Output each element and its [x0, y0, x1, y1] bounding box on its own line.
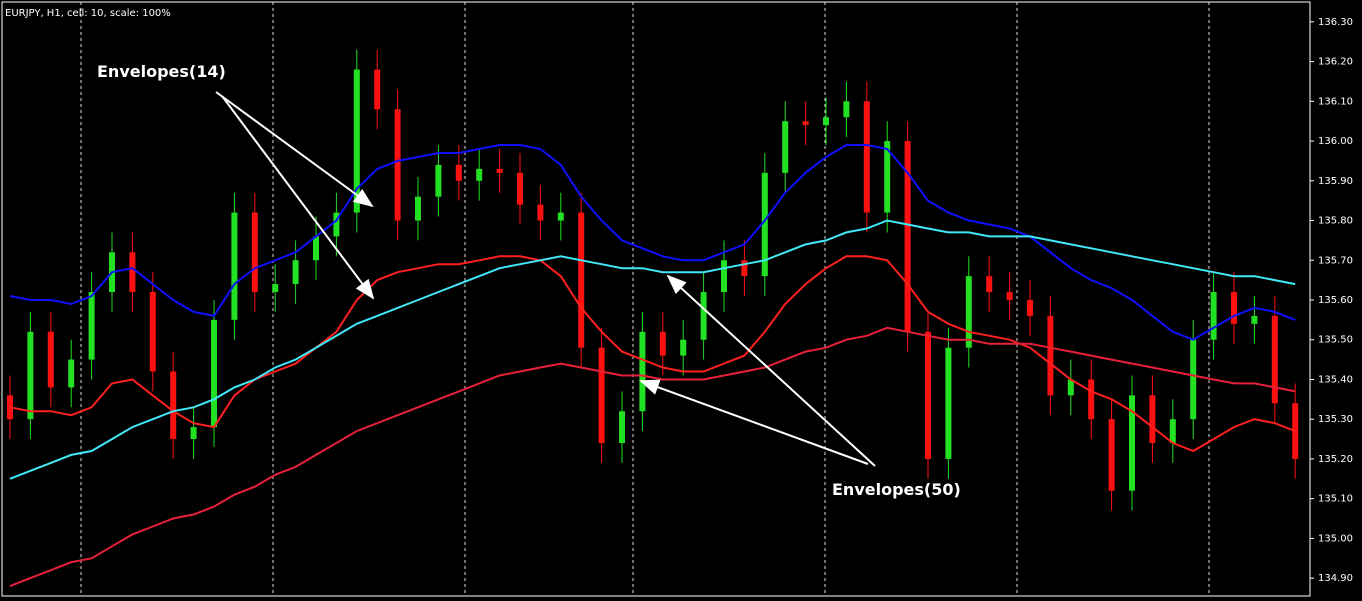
envelope-line — [9, 255, 1296, 453]
y-tick-label: 135.50 — [1318, 335, 1353, 346]
y-tick-label: 135.00 — [1318, 533, 1353, 544]
candle-body — [721, 260, 727, 293]
candle-body — [476, 168, 483, 181]
candle-body — [517, 172, 523, 205]
candle-body — [904, 141, 911, 332]
y-tick-label: 136.20 — [1318, 57, 1353, 68]
candle-body — [68, 359, 75, 388]
candle-body — [1149, 395, 1156, 444]
envelope-line — [9, 144, 1296, 341]
annotation-arrows — [215, 91, 876, 467]
candle-body — [455, 164, 462, 181]
candle-body — [1190, 339, 1197, 420]
candle-body — [578, 212, 585, 348]
y-tick-label: 135.40 — [1318, 374, 1353, 385]
candle-body — [1088, 379, 1095, 420]
candle-body — [1271, 315, 1278, 404]
candle-body — [884, 141, 891, 213]
candle-body — [843, 101, 850, 118]
y-tick-label: 135.80 — [1318, 216, 1353, 227]
candle-body — [88, 292, 95, 360]
candle-body — [741, 260, 748, 277]
y-tick-label: 135.90 — [1318, 176, 1353, 187]
candle-body — [129, 252, 136, 293]
candle-body — [1169, 419, 1176, 444]
candle-body — [761, 172, 768, 277]
candle-body — [374, 69, 381, 110]
candle-body — [1047, 315, 1054, 396]
arrow — [666, 274, 876, 467]
envelope-line — [9, 219, 1296, 480]
candle-body — [945, 347, 952, 459]
candle-body — [537, 204, 544, 221]
candle-body — [700, 292, 707, 340]
candle-body — [190, 427, 197, 440]
candle-body — [680, 339, 687, 356]
candle-body — [231, 212, 238, 320]
y-tick-label: 135.60 — [1318, 295, 1353, 306]
candle-body — [170, 371, 177, 440]
candle-body — [27, 331, 34, 420]
candle-body — [863, 101, 870, 213]
y-tick-label: 136.00 — [1318, 136, 1353, 147]
candle-body — [802, 121, 809, 126]
candle-body — [313, 236, 319, 261]
candle-body — [211, 319, 217, 428]
candle-body — [1067, 379, 1074, 396]
candle-body — [353, 69, 360, 213]
arrow — [215, 91, 374, 208]
candle-body — [598, 347, 605, 444]
time-grid — [80, 2, 1210, 596]
y-tick-label: 135.10 — [1318, 494, 1353, 505]
candle-body — [1251, 315, 1258, 324]
candle-body — [333, 212, 340, 237]
candle-body — [1231, 292, 1237, 324]
candle-body — [823, 117, 829, 126]
candle-body — [659, 331, 666, 356]
candle-body — [415, 196, 421, 221]
candle-body — [1292, 403, 1299, 459]
candle-body — [619, 411, 625, 444]
candle-body — [7, 395, 13, 420]
candle-body — [1108, 419, 1115, 491]
y-tick-label: 136.30 — [1318, 17, 1353, 28]
plot-frame — [1, 1, 1311, 597]
candle-body — [394, 109, 401, 221]
y-tick-label: 135.20 — [1318, 454, 1353, 465]
arrow — [221, 95, 375, 300]
envelope-line — [9, 326, 1296, 588]
candle-body — [557, 212, 564, 221]
candle-body — [1006, 292, 1013, 300]
candle-body — [782, 121, 789, 173]
candle-body — [435, 164, 442, 197]
candle-body — [272, 284, 279, 293]
candle-body — [149, 292, 156, 372]
candle-body — [47, 331, 54, 388]
candle-body — [496, 168, 503, 173]
annotation: Envelopes(14) — [97, 62, 226, 81]
chart-title: EURJPY, H1, cell: 10, scale: 100% — [5, 8, 171, 19]
candle-body — [965, 276, 972, 348]
y-tick-label: 135.70 — [1318, 255, 1353, 266]
y-tick-label: 134.90 — [1318, 573, 1353, 584]
y-tick-label: 136.10 — [1318, 96, 1353, 107]
candle-body — [925, 331, 931, 459]
candle-body — [1027, 299, 1033, 316]
arrow — [639, 379, 869, 465]
candle-body — [292, 260, 299, 285]
candle-body — [639, 331, 646, 412]
candle-body — [986, 276, 993, 293]
candle-body — [1129, 395, 1135, 491]
y-tick-label: 135.30 — [1318, 414, 1353, 425]
candle-body — [251, 212, 258, 293]
candle-body — [1210, 292, 1217, 340]
annotation: Envelopes(50) — [832, 480, 961, 499]
